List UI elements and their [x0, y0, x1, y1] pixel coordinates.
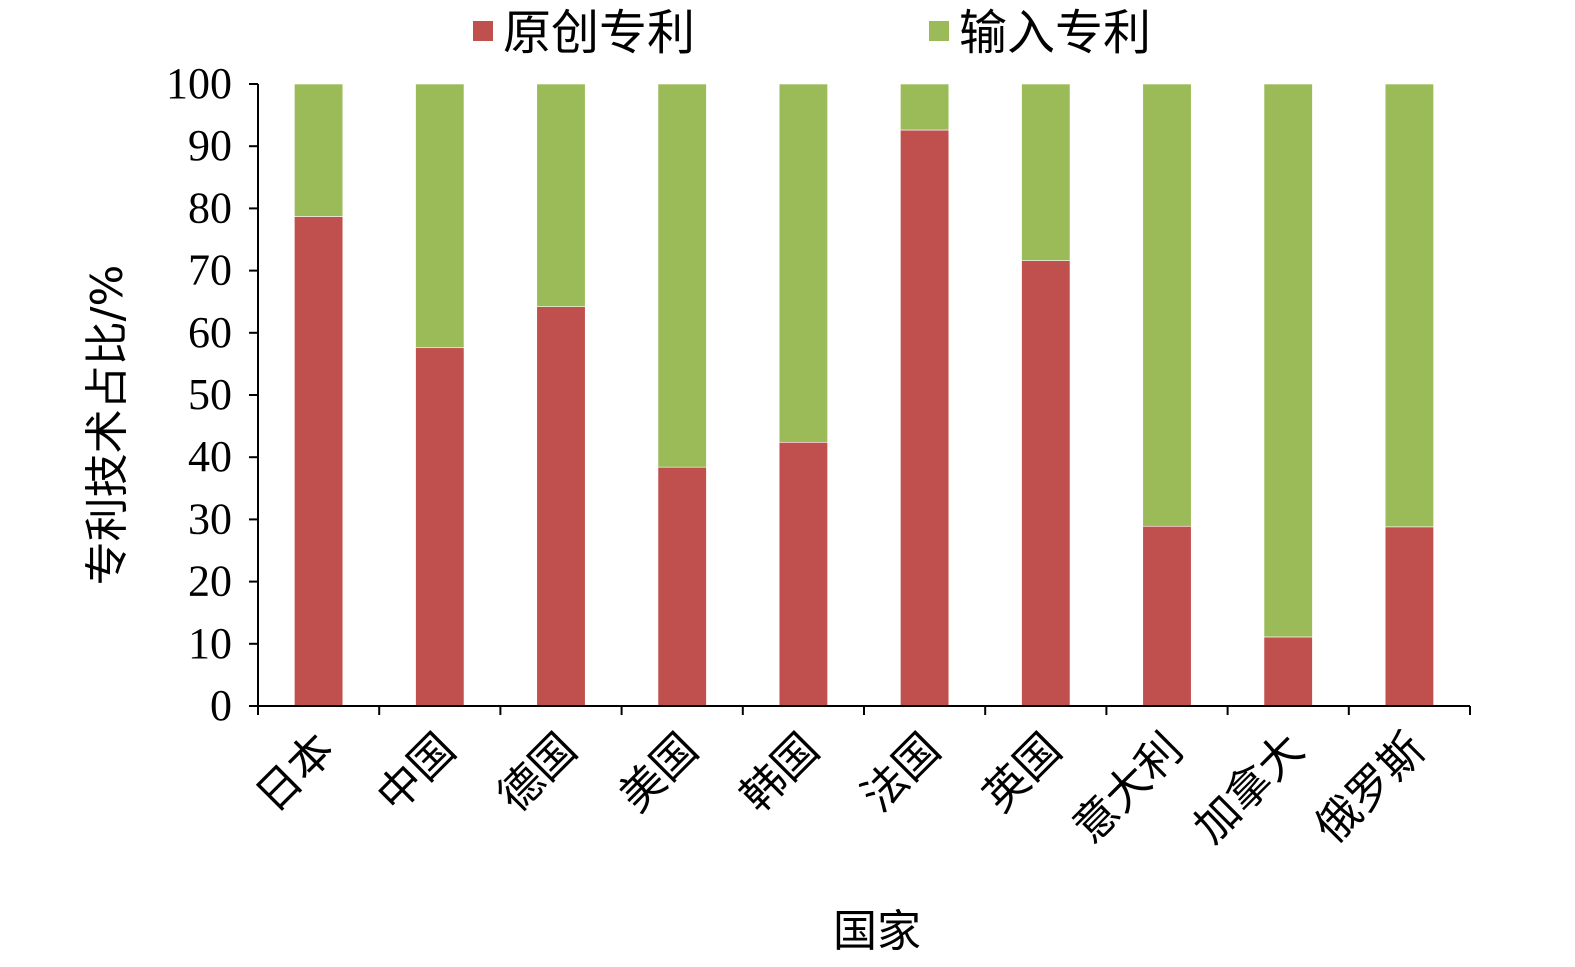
x-tick-label: 日本	[246, 724, 344, 822]
y-tick-label: 20	[188, 557, 232, 606]
bar-imported-5	[900, 83, 950, 131]
x-tick-label: 英国	[973, 724, 1071, 822]
bar-original-4	[778, 441, 828, 707]
bar-original-7	[1142, 525, 1192, 707]
bar-imported-7	[1142, 83, 1192, 527]
y-axis: 0 10 20 30 40 50 60 70 80 90 100	[166, 59, 259, 730]
y-tick-label: 100	[166, 59, 232, 108]
bar-original-8	[1263, 636, 1313, 707]
legend: 原创专利 输入专利	[473, 5, 1151, 61]
bar-imported-2	[536, 83, 586, 307]
y-axis-title: 专利技术占比/%	[82, 265, 133, 586]
bar-imported-8	[1263, 83, 1313, 638]
bar-imported-6	[1021, 83, 1071, 261]
bar-original-1	[415, 347, 465, 707]
bar-original-0	[294, 216, 344, 707]
bars-layer	[294, 83, 1434, 707]
bar-original-5	[900, 129, 950, 707]
legend-swatch-original	[473, 21, 493, 41]
x-tick-label: 加拿大	[1185, 724, 1314, 853]
x-tick-label: 韩国	[731, 724, 829, 822]
bar-imported-4	[778, 83, 828, 443]
y-tick-label: 10	[188, 619, 232, 668]
y-tick-label: 40	[188, 432, 232, 481]
x-tick-label: 俄罗斯	[1306, 724, 1435, 853]
x-axis-title: 国家	[833, 906, 921, 957]
bar-imported-1	[415, 83, 465, 349]
x-tick-label: 德国	[488, 724, 586, 822]
bar-imported-0	[294, 83, 344, 217]
y-tick-label: 0	[210, 681, 232, 730]
bar-imported-9	[1384, 83, 1434, 528]
bar-original-6	[1021, 260, 1071, 707]
bar-original-2	[536, 306, 586, 707]
legend-swatch-imported	[929, 21, 949, 41]
y-tick-label: 50	[188, 370, 232, 419]
x-tick-label: 意大利	[1063, 724, 1192, 853]
y-tick-label: 60	[188, 308, 232, 357]
y-tick-label: 80	[188, 183, 232, 232]
x-tick-label: 法国	[852, 724, 950, 822]
y-tick-label: 30	[188, 494, 232, 543]
legend-label-imported: 输入专利	[959, 5, 1151, 61]
x-tick-label: 美国	[610, 724, 708, 822]
x-tick-label: 中国	[367, 724, 465, 822]
bar-imported-3	[657, 83, 707, 468]
y-tick-label: 90	[188, 121, 232, 170]
y-tick-label: 70	[188, 246, 232, 295]
legend-label-original: 原创专利	[503, 5, 695, 61]
bar-original-9	[1384, 526, 1434, 707]
bar-original-3	[657, 466, 707, 707]
